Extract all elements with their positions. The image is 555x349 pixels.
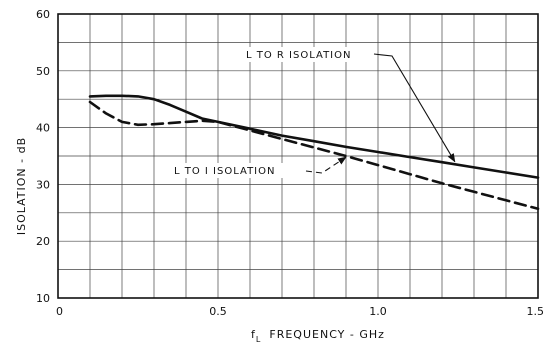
y-tick-label: 10 <box>36 292 50 305</box>
x-tick-label: 0 <box>56 305 63 318</box>
series-line-l-to-r <box>88 94 540 179</box>
annotations: L TO R ISOLATION L TO I ISOLATION <box>170 47 456 178</box>
x-tick-label: 0.5 <box>209 305 227 318</box>
annotation-background <box>170 163 302 178</box>
y-tick-label: 30 <box>36 178 50 191</box>
y-tick-label: 50 <box>36 65 50 78</box>
x-axis-label-subscript: L <box>256 335 261 344</box>
annotation-leader-line <box>305 156 347 174</box>
annotation-l-to-i-isolation: L TO I ISOLATION <box>174 166 275 177</box>
series-line-l-to-i <box>88 100 540 211</box>
x-axis-label-prefix: f <box>251 328 256 341</box>
x-axis-label: fL FREQUENCY - GHz <box>251 328 385 344</box>
annotation-l-to-r-isolation: L TO R ISOLATION <box>246 50 351 61</box>
x-tick-label: 1.5 <box>527 305 545 318</box>
plot-frame <box>57 13 539 299</box>
y-tick-labels: 10 20 30 40 50 60 <box>36 8 50 305</box>
x-tick-labels: 0 0.5 1.0 1.5 <box>56 305 544 318</box>
y-tick-label: 20 <box>36 235 50 248</box>
x-tick-label: 1.0 <box>369 305 387 318</box>
annotation-leader-line <box>373 53 456 163</box>
y-tick-label: 60 <box>36 8 50 21</box>
series-lines <box>88 94 540 211</box>
y-axis-label: ISOLATION - dB <box>15 137 28 235</box>
x-axis-label-text: FREQUENCY - GHz <box>269 328 385 341</box>
y-tick-label: 40 <box>36 122 50 135</box>
annotation-background <box>242 47 374 62</box>
